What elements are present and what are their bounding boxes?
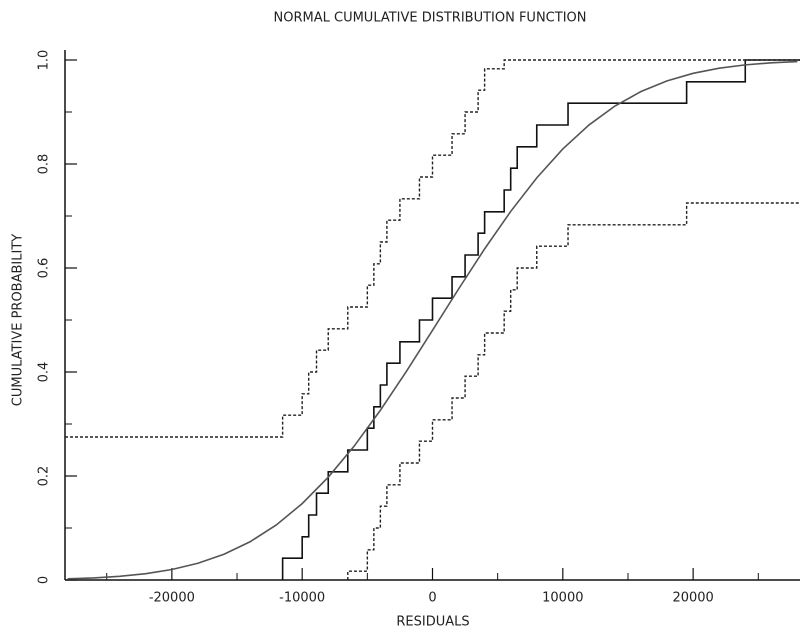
y-tick-label: 0.4 (37, 362, 52, 383)
series-line (67, 60, 798, 580)
y-axis-label: CUMULATIVE PROBABILITY (11, 234, 26, 406)
y-tick-label: 1.0 (37, 50, 52, 71)
series-line (347, 202, 800, 580)
y-tick-label: 0.6 (37, 258, 52, 279)
x-tick-label: 0 (428, 591, 436, 606)
series-line (65, 59, 800, 438)
x-tick-label: -20000 (149, 591, 195, 606)
x-tick-label: 20000 (672, 591, 713, 606)
series-line (281, 59, 800, 580)
x-axis-label: RESIDUALS (396, 615, 469, 630)
y-tick-label: 0.8 (37, 154, 52, 175)
x-tick-label: -10000 (279, 591, 325, 606)
chart-title: NORMAL CUMULATIVE DISTRIBUTION FUNCTION (274, 11, 587, 26)
y-tick-label: 0.2 (37, 466, 52, 487)
x-tick-label: 10000 (542, 591, 583, 606)
y-tick-label: 0 (37, 576, 52, 584)
